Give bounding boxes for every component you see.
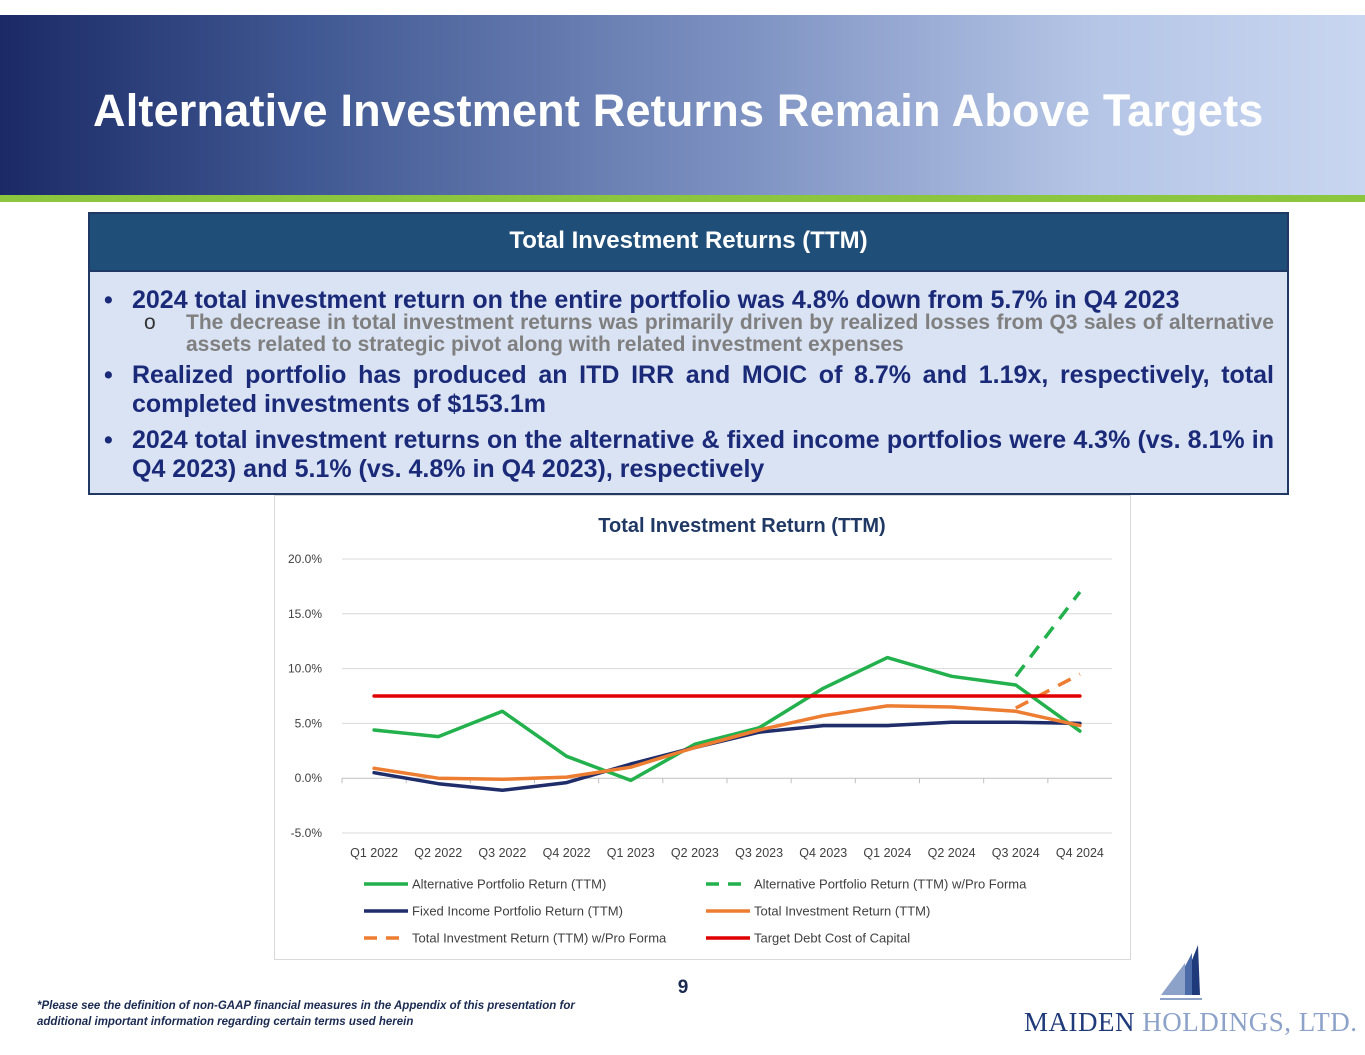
accent-divider xyxy=(0,195,1365,202)
x-tick-label: Q1 2024 xyxy=(863,846,911,860)
x-tick-label: Q1 2023 xyxy=(607,846,655,860)
chart-frame xyxy=(274,495,1131,960)
legend-label: Total Investment Return (TTM) xyxy=(754,904,930,919)
series-line xyxy=(372,704,1082,782)
x-tick-label: Q3 2023 xyxy=(735,846,783,860)
x-tick-label: Q4 2024 xyxy=(1056,846,1104,860)
y-tick-label: 0.0% xyxy=(295,771,323,785)
header-banner: Alternative Investment Returns Remain Ab… xyxy=(0,15,1365,195)
x-tick-label: Q4 2023 xyxy=(799,846,847,860)
bullet-item: Realized portfolio has produced an ITD I… xyxy=(104,361,1274,419)
series-line xyxy=(1014,590,1082,678)
y-tick-label: 15.0% xyxy=(288,607,322,621)
series-line xyxy=(372,655,1082,783)
line-chart: Total Investment Return (TTM) 20.0% 15.0% 1… xyxy=(288,515,1112,946)
sailboat-logo-icon xyxy=(1160,945,1202,1000)
page-number: 9 xyxy=(677,977,689,998)
bullet-list: 2024 total investment return on the enti… xyxy=(104,286,1274,484)
logo-word-holdings: HOLDINGS, LTD. xyxy=(1142,1007,1358,1037)
x-tick-label: Q3 2024 xyxy=(992,846,1040,860)
x-tick-label: Q4 2022 xyxy=(543,846,591,860)
y-tick-label: 20.0% xyxy=(288,552,322,566)
legend-label: Target Debt Cost of Capital xyxy=(754,931,910,946)
bullet-item: 2024 total investment returns on the alt… xyxy=(104,426,1274,484)
chart-title: Total Investment Return (TTM) xyxy=(598,515,885,537)
y-tick-label: -5.0% xyxy=(291,826,323,840)
series-line xyxy=(1014,672,1081,710)
legend-label: Fixed Income Portfolio Return (TTM) xyxy=(412,904,623,919)
x-tick-label: Q2 2022 xyxy=(414,846,462,860)
y-tick-label: 10.0% xyxy=(288,662,322,676)
legend-label: Total Investment Return (TTM) w/Pro Form… xyxy=(412,931,667,946)
sub-bullet-item: The decrease in total investment returns… xyxy=(104,312,1274,356)
legend-label: Alternative Portfolio Return (TTM) xyxy=(412,877,606,892)
footnote-line: additional important information regardi… xyxy=(37,1016,414,1028)
page-title: Alternative Investment Returns Remain Ab… xyxy=(93,85,1264,136)
company-logo-text: MAIDEN HOLDINGS, LTD. xyxy=(1024,1007,1358,1038)
summary-box-title: Total Investment Returns (TTM) xyxy=(90,214,1287,272)
footnote: *Please see the definition of non-GAAP f… xyxy=(37,998,637,1030)
bullet-item: 2024 total investment return on the enti… xyxy=(104,286,1274,315)
x-tick-label: Q1 2022 xyxy=(350,846,398,860)
x-tick-label: Q2 2023 xyxy=(671,846,719,860)
legend-label: Alternative Portfolio Return (TTM) w/Pro… xyxy=(754,877,1027,892)
summary-box: Total Investment Returns (TTM) 2024 tota… xyxy=(88,212,1289,495)
logo-word-maiden: MAIDEN xyxy=(1024,1007,1135,1037)
footnote-line: *Please see the definition of non-GAAP f… xyxy=(37,1000,575,1012)
x-tick-label: Q3 2022 xyxy=(478,846,526,860)
x-tick-label: Q2 2024 xyxy=(928,846,976,860)
y-tick-label: 5.0% xyxy=(295,716,323,730)
